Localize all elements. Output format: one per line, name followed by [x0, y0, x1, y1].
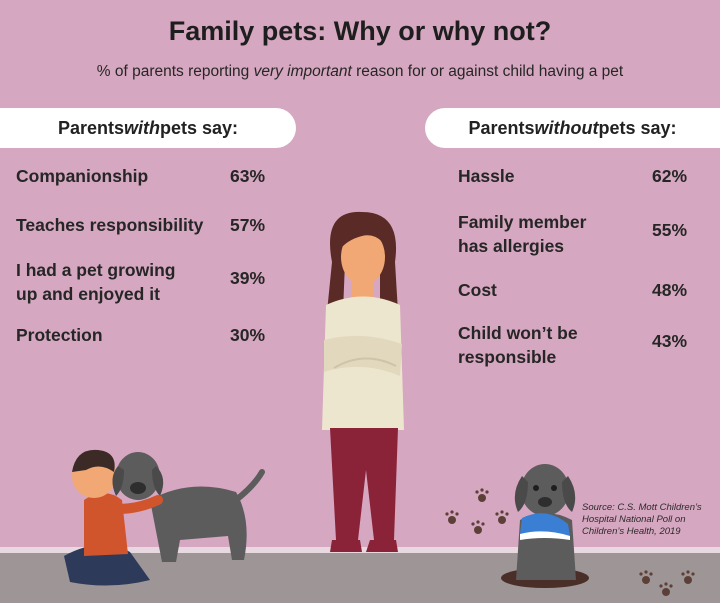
subtitle-emphasis: very important — [253, 63, 352, 80]
subtitle: % of parents reporting very important re… — [0, 63, 720, 81]
reason-label-line2: has allergies — [458, 236, 565, 256]
source-line: Hospital National Poll on — [582, 514, 686, 525]
without-pets-header-emphasis: without — [534, 117, 599, 138]
without-pets-header-before: Parents — [468, 117, 535, 138]
reason-label: Hassle — [458, 166, 515, 186]
with-pets-header-before: Parents — [57, 117, 124, 138]
reason-label-line1: Family member — [458, 212, 587, 232]
reason-percent: 39% — [230, 268, 266, 288]
paw-prints — [445, 488, 695, 596]
source-line: Children’s Health, 2019 — [582, 526, 681, 537]
reason-label-line2: up and enjoyed it — [16, 284, 160, 304]
reason-label: Companionship — [16, 166, 149, 186]
woman-figure — [322, 211, 404, 552]
reason-percent: 55% — [652, 220, 688, 240]
with-pets-header-emphasis: with — [124, 117, 160, 138]
reason-label: Teaches responsibility — [16, 215, 204, 235]
reason-percent: 62% — [652, 166, 688, 186]
reason-label-line2: responsible — [458, 347, 557, 367]
reason-percent: 30% — [230, 325, 266, 345]
reason-percent: 57% — [230, 215, 266, 235]
dog-with-shoe — [501, 464, 589, 588]
subtitle-before: % of parents reporting — [96, 63, 254, 80]
with-pets-header: Parents with pets say: — [0, 108, 296, 148]
page-title: Family pets: Why or why not? — [168, 16, 552, 46]
reason-percent: 43% — [652, 331, 688, 351]
with-pets-header-after: pets say: — [160, 117, 239, 138]
reason-percent: 48% — [652, 280, 688, 300]
reason-label: Protection — [16, 325, 103, 345]
without-pets-header: Parents without pets say: — [425, 108, 720, 148]
source-note: Source: C.S. Mott Children’s Hospital Na… — [582, 502, 712, 538]
reason-percent: 63% — [230, 166, 266, 186]
reason-label: Cost — [458, 280, 497, 300]
subtitle-after: reason for or against child having a pet — [351, 63, 624, 80]
reason-label-line1: I had a pet growing — [16, 260, 176, 280]
source-line: Source: C.S. Mott Children’s — [582, 502, 702, 513]
reason-label-line1: Child won’t be — [458, 323, 578, 343]
child-and-dog — [64, 449, 265, 586]
without-pets-header-after: pets say: — [598, 117, 677, 138]
